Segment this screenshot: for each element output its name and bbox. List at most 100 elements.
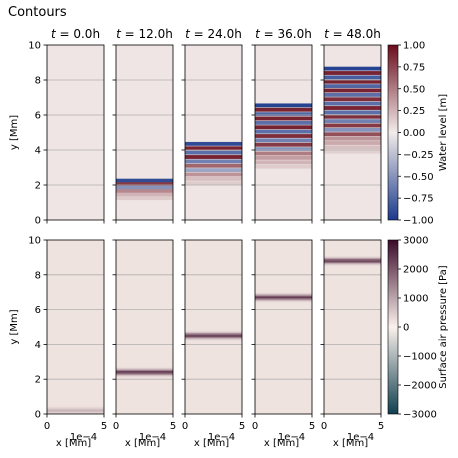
x-offset-label: 1e−4 (208, 432, 235, 443)
water-level-band (185, 141, 242, 146)
ytick-label: 6 (35, 305, 41, 316)
pressure-band (324, 260, 381, 262)
pressure-band (255, 293, 312, 295)
pressure-band (185, 335, 242, 337)
water-level-band (255, 138, 312, 143)
water-level-band (324, 101, 381, 106)
xtick-label: 5 (239, 421, 245, 432)
panel-title: t = 24.0h (185, 27, 242, 41)
pressure-band (185, 330, 242, 332)
water-level-band (255, 125, 312, 130)
water-level-band (255, 164, 312, 169)
pressure-band (255, 295, 312, 296)
x-axis-label: x [Mm] (56, 438, 91, 449)
pressure-band (185, 336, 242, 338)
pressure-band (324, 263, 381, 264)
x-offset-label: 1e−4 (70, 432, 97, 443)
panel-frame (184, 44, 243, 221)
pressure-band (324, 263, 381, 265)
pressure-band (185, 334, 242, 336)
water-level-band (324, 110, 381, 115)
colorbar-tick-label: 0.00 (403, 128, 425, 139)
panel-field (255, 240, 312, 414)
field-background (185, 240, 242, 414)
water-level-band (324, 79, 381, 84)
pressure-band (47, 406, 104, 408)
colorbar-tick-label: 0 (403, 323, 409, 334)
pressure-band (255, 295, 312, 297)
pressure-band (324, 261, 381, 263)
x-axis-label: x [Mm] (194, 438, 229, 449)
x-axis-label: x [Mm] (264, 438, 299, 449)
panel-title: t = 12.0h (116, 27, 173, 41)
pressure-band (116, 372, 173, 374)
colorbar-tick-label: 1.00 (403, 41, 425, 52)
x-offset-label: 1e−4 (347, 432, 374, 443)
panel-frame (254, 44, 313, 221)
xtick-label: 0 (321, 421, 327, 432)
panel-r1-c2 (112, 44, 174, 224)
water-level-band (324, 66, 381, 71)
panel-field (47, 240, 104, 416)
pressure-band (255, 301, 312, 302)
panel-frame (184, 239, 243, 415)
panel-r1-c1: 0 2 4 6 8 10 y [Mm] (9, 41, 105, 227)
water-level-band (324, 132, 381, 137)
panel-frame (323, 44, 382, 221)
pressure-band (185, 337, 242, 339)
water-level-band (324, 149, 381, 154)
water-level-band (185, 168, 242, 173)
pressure-band (324, 259, 381, 261)
pressure-band (47, 411, 104, 413)
water-level-band (255, 129, 312, 134)
panel-field (116, 45, 173, 220)
pressure-band (116, 367, 173, 369)
colorbar-scale (387, 44, 399, 221)
pressure-band (116, 376, 173, 378)
pressure-band (185, 338, 242, 340)
water-level-band (324, 88, 381, 93)
pressure-band (324, 262, 381, 264)
ytick-label: 2 (35, 375, 41, 386)
panel-title: t = 36.0h (255, 27, 312, 41)
colorbar-tick-label: 0.50 (403, 84, 425, 95)
colorbar-tick-label: −1.00 (403, 216, 434, 227)
pressure-band (255, 296, 312, 298)
panel-field (116, 240, 173, 414)
water-level-band (116, 178, 173, 183)
water-level-band (324, 127, 381, 132)
water-level-band (255, 151, 312, 156)
pressure-band (324, 256, 381, 258)
pressure-band (47, 415, 104, 416)
field-background (185, 45, 242, 220)
xtick-label: 5 (378, 421, 384, 432)
colorbar-label: Surface air pressure [Pa] (438, 265, 449, 388)
colorbar-tick-label: −0.50 (403, 172, 434, 183)
xtick-label: 5 (170, 421, 176, 432)
water-level-band (185, 150, 242, 155)
water-level-band (185, 176, 242, 181)
water-level-band (116, 189, 173, 194)
panel-frame (323, 239, 382, 415)
field-background (116, 240, 173, 414)
pressure-band (324, 258, 381, 260)
pressure-band (185, 331, 242, 333)
pressure-band (185, 331, 242, 332)
water-level-band (324, 141, 381, 145)
panel-r2-c2: 0 5 x [Mm]1e−4 (112, 239, 176, 449)
xtick-label: 0 (252, 421, 258, 432)
water-level-band (185, 172, 242, 177)
pressure-band (255, 301, 312, 303)
panel-frame (46, 44, 105, 221)
ytick-label: 8 (35, 270, 41, 281)
colorbar-tick-label: −0.75 (403, 194, 434, 205)
water-level-band (185, 155, 242, 159)
panel-r1-c4 (251, 44, 313, 224)
xtick-label: 5 (309, 421, 315, 432)
panel-field (324, 240, 381, 414)
pressure-band (47, 412, 104, 413)
water-level-band (255, 142, 312, 147)
colorbar-label: Water level [m] (438, 94, 449, 171)
colorbar-tick-label: 0.75 (403, 62, 425, 73)
water-level-band (116, 185, 173, 190)
